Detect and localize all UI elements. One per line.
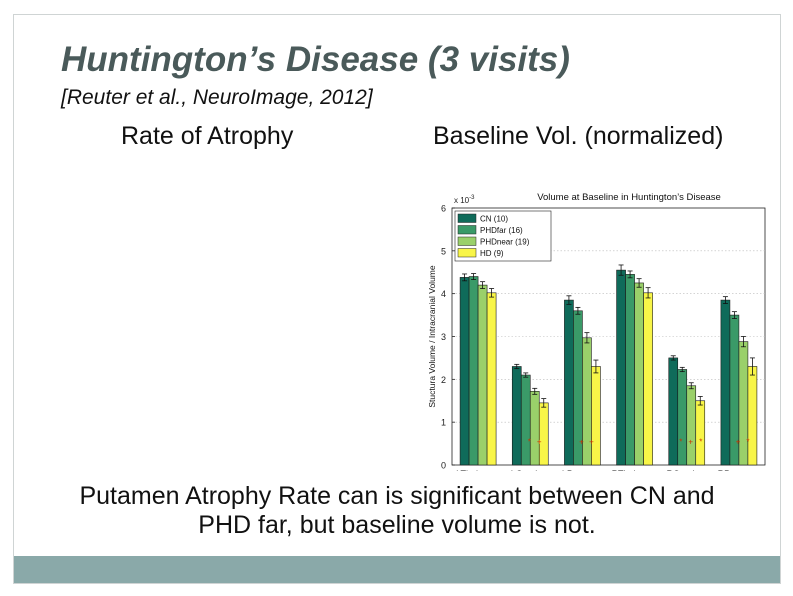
y-tick-label: 3 xyxy=(441,332,446,342)
footer-bar xyxy=(14,556,780,583)
bar xyxy=(747,366,758,466)
conclusion-line-1: Putamen Atrophy Rate can is significant … xyxy=(79,482,715,510)
bar xyxy=(564,299,574,466)
x-tick-label: LPutamen xyxy=(562,469,603,471)
legend-swatch xyxy=(457,225,477,235)
y-exponent-label: x 10-3 xyxy=(454,195,475,205)
y-tick-label: 4 xyxy=(441,289,446,299)
left-heading: Rate of Atrophy xyxy=(121,122,294,150)
x-tick-label: LThalamus xyxy=(456,469,500,471)
y-tick-label: 6 xyxy=(441,204,446,214)
baseline-volume-chart: 0 1 2 3 4 5 6 x 10-3 Volume at Baseline in Hunti… xyxy=(427,192,766,471)
legend-label: HD (9) xyxy=(480,249,504,258)
y-multiplier-text: x 10 xyxy=(454,196,470,205)
bar xyxy=(459,277,470,466)
x-tick-label: LCaudate xyxy=(511,469,550,471)
slide: Huntington’s Disease (3 visits) [Reuter … xyxy=(13,14,781,584)
y-tick-label: 0 xyxy=(441,461,446,471)
significance-marker: * xyxy=(528,437,531,446)
bar xyxy=(720,299,731,466)
bar xyxy=(616,269,626,466)
bar xyxy=(625,274,635,466)
significance-marker: * xyxy=(746,437,749,446)
chart-title: Volume at Baseline in Huntington’s Disea… xyxy=(537,192,721,203)
significance-marker: + xyxy=(736,437,741,446)
bar xyxy=(677,369,688,466)
y-tick-label: 5 xyxy=(441,246,446,256)
y-tick-label: 2 xyxy=(441,375,446,385)
y-axis-label: Stuctura Volume / Intracranial Volume xyxy=(427,265,437,407)
bar xyxy=(668,357,679,466)
significance-marker: * xyxy=(679,437,682,446)
conclusion-line-2: PHD far, but baseline volume is not. xyxy=(198,511,596,539)
legend-label: CN (10) xyxy=(480,215,508,224)
significance-marker: + xyxy=(589,437,594,446)
conclusion: Putamen Atrophy Rate can is significant … xyxy=(14,482,780,540)
legend-swatch xyxy=(457,213,477,223)
slide-title: Huntington’s Disease (3 visits) xyxy=(61,40,570,79)
citation: [Reuter et al., NeuroImage, 2012] xyxy=(61,86,373,109)
significance-marker: + xyxy=(579,437,584,446)
x-tick-label: RCaudate xyxy=(666,469,707,471)
legend-swatch xyxy=(457,248,477,258)
legend-swatch xyxy=(457,236,477,246)
y-exponent-text: -3 xyxy=(469,195,475,201)
bar xyxy=(643,292,653,466)
bar xyxy=(591,366,601,466)
legend-label: PHDnear (19) xyxy=(480,238,530,247)
bar xyxy=(738,341,749,466)
significance-marker: * xyxy=(699,437,702,446)
bar xyxy=(634,282,644,466)
x-tick-label: RPutamen xyxy=(718,469,761,471)
y-tick-label: 1 xyxy=(441,418,446,428)
legend-label: PHDfar (16) xyxy=(480,226,523,235)
bar xyxy=(486,292,497,466)
bar xyxy=(520,374,531,466)
bar xyxy=(529,391,540,466)
right-heading: Baseline Vol. (normalized) xyxy=(433,122,724,150)
bar xyxy=(538,402,549,466)
bar xyxy=(695,400,706,466)
bar xyxy=(477,284,488,466)
significance-marker: + xyxy=(688,437,693,446)
bar xyxy=(686,385,697,466)
significance-marker: + xyxy=(537,437,542,446)
bar xyxy=(511,366,522,466)
bar xyxy=(468,276,479,466)
x-tick-label: RThalamus xyxy=(612,469,658,471)
